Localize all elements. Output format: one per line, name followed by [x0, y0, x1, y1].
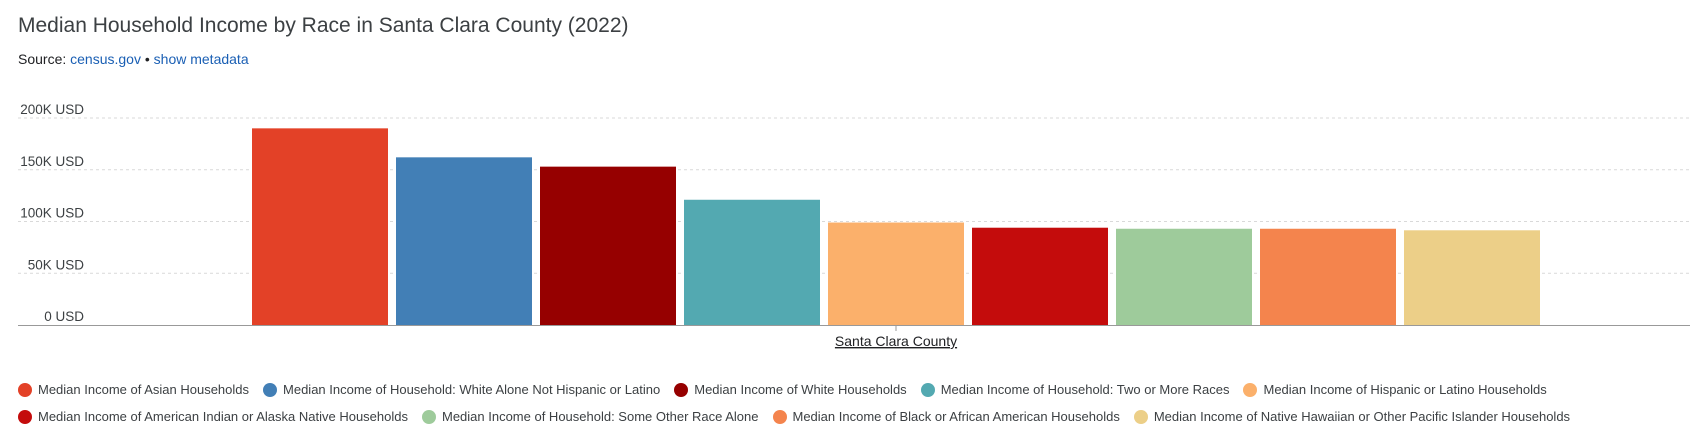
x-axis-ticks: Santa Clara County [835, 325, 957, 349]
bar[interactable] [1260, 228, 1396, 325]
legend-swatch [18, 382, 32, 397]
bar[interactable] [540, 166, 676, 325]
legend-item[interactable]: Median Income of Household: Some Other R… [421, 403, 759, 430]
y-tick-label: 200K USD [20, 102, 84, 117]
legend-swatch [1243, 382, 1258, 397]
legend-item[interactable]: Median Income of Asian Households [18, 376, 249, 403]
legend-swatch [263, 382, 278, 397]
legend-swatch [674, 382, 689, 397]
legend-item[interactable]: Median Income of White Households [674, 376, 907, 403]
legend-swatch [772, 409, 787, 424]
source-prefix: Source: [18, 51, 67, 67]
y-tick-label: 150K USD [20, 154, 84, 169]
legend-label: Median Income of American Indian or Alas… [38, 409, 408, 424]
bar[interactable] [828, 222, 964, 325]
y-tick-label: 50K USD [28, 257, 85, 272]
y-tick-label: 0 USD [44, 309, 84, 324]
source-link[interactable]: census.gov [70, 51, 141, 67]
bar[interactable] [684, 199, 820, 325]
bar[interactable] [1404, 230, 1540, 325]
legend-label: Median Income of Household: White Alone … [283, 382, 661, 397]
bars [252, 128, 1540, 325]
x-tick-label[interactable]: Santa Clara County [835, 333, 957, 349]
show-metadata-link[interactable]: show metadata [153, 51, 249, 67]
legend-label: Median Income of Hispanic or Latino Hous… [1263, 382, 1547, 397]
bar-chart: 0 USD 50K USD 100K USD 150K USD 200K USD San… [18, 102, 1690, 349]
bar[interactable] [1116, 228, 1252, 325]
legend-label: Median Income of Black or African Americ… [792, 409, 1120, 424]
legend-item[interactable]: Median Income of American Indian or Alas… [18, 403, 408, 430]
legend-label: Median Income of Household: Some Other R… [441, 409, 759, 424]
legend-swatch [1133, 409, 1148, 424]
legend-swatch [18, 409, 32, 424]
legend-item[interactable]: Median Income of Black or African Americ… [772, 403, 1120, 430]
legend-item[interactable]: Median Income of Household: Two or More … [920, 376, 1230, 403]
bar[interactable] [396, 157, 532, 325]
legend-item[interactable]: Median Income of Native Hawaiian or Othe… [1133, 403, 1571, 430]
y-tick-label: 100K USD [20, 206, 84, 221]
legend-label: Median Income of Household: Two or More … [940, 382, 1230, 397]
source-line: Source: census.gov • show metadata [18, 51, 249, 67]
legend-label: Median Income of White Households [694, 382, 907, 397]
legend-label: Median Income of Asian Households [38, 382, 250, 397]
legend-item[interactable]: Median Income of Hispanic or Latino Hous… [1243, 376, 1547, 403]
legend-swatch [920, 382, 935, 397]
legend-swatch [421, 409, 436, 424]
legend-item[interactable]: Median Income of Household: White Alone … [263, 376, 660, 403]
bar[interactable] [972, 227, 1108, 325]
y-axis-ticks: 0 USD 50K USD 100K USD 150K USD 200K USD [20, 102, 84, 324]
source-separator: • [144, 51, 150, 67]
legend: Median Income of Asian Households Median … [18, 376, 1688, 430]
legend-label: Median Income of Native Hawaiian or Othe… [1153, 409, 1571, 424]
chart-title: Median Household Income by Race in Santa… [18, 14, 629, 37]
bar[interactable] [252, 128, 388, 325]
